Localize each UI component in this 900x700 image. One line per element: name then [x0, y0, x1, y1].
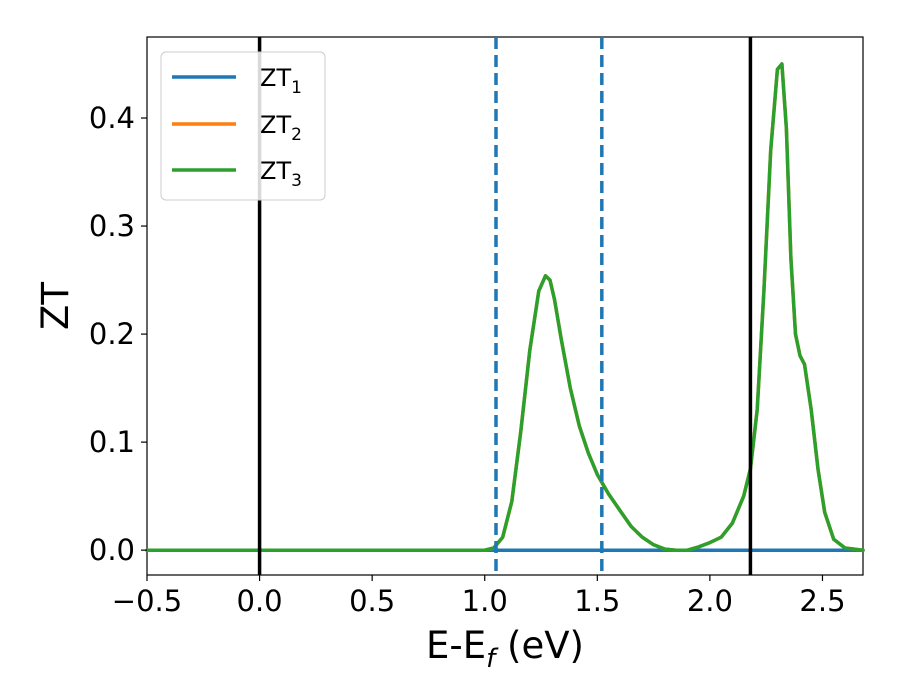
- legend: ZT1 ZT2 ZT3: [160, 51, 326, 201]
- y-tick-label: 0.4: [89, 101, 135, 135]
- y-tick-label: 0.3: [89, 209, 135, 243]
- x-axis-label: E-Ef (eV): [426, 624, 584, 674]
- y-tick-label: 0.0: [89, 533, 135, 567]
- y-tick-label: 0.1: [89, 425, 135, 459]
- plot-frame: [146, 36, 864, 576]
- series-line-zt3: [145, 62, 865, 552]
- legend-box: [160, 51, 326, 201]
- x-tick-label: 1.5: [574, 584, 620, 618]
- legend-label-zt1: ZT1: [260, 64, 302, 98]
- x-tick-label: 2.5: [799, 584, 845, 618]
- legend-label-zt2: ZT2: [260, 111, 302, 145]
- x-tick-label: 0.5: [349, 584, 395, 618]
- vline-layer: [257, 37, 753, 575]
- x-axis: −0.5 0.0 0.5 1.0 1.5 2.0 2.5: [112, 575, 846, 618]
- y-axis: 0.0 0.1 0.2 0.3 0.4: [89, 101, 147, 567]
- legend-label-zt3: ZT3: [260, 157, 302, 191]
- y-axis-label: ZT: [34, 282, 77, 330]
- y-tick-label: 0.2: [89, 317, 135, 351]
- series-layer: [145, 62, 865, 552]
- x-tick-label: 1.0: [462, 584, 508, 618]
- x-tick-label: 0.0: [237, 584, 283, 618]
- x-tick-label: −0.5: [112, 584, 182, 618]
- x-tick-label: 2.0: [687, 584, 733, 618]
